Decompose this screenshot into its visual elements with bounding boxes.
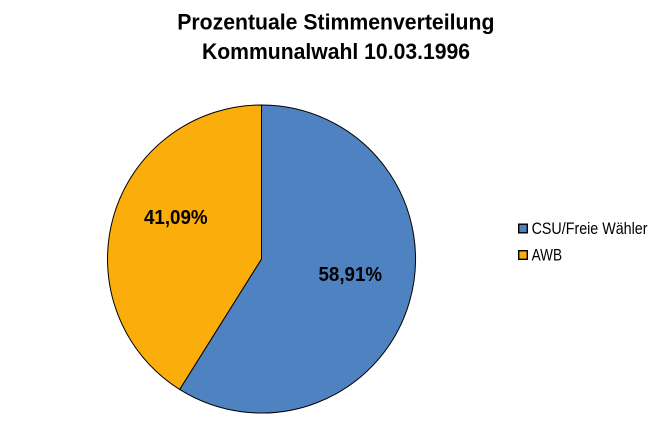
svg-text:41,09%: 41,09%: [144, 206, 208, 229]
svg-text:58,91%: 58,91%: [318, 263, 382, 286]
svg-text:Kommunalwahl 10.03.1996: Kommunalwahl 10.03.1996: [202, 38, 470, 63]
svg-text:Prozentuale Stimmenverteilung: Prozentuale Stimmenverteilung: [177, 9, 494, 34]
svg-text:AWB: AWB: [532, 246, 562, 265]
svg-text:CSU/Freie Wähler: CSU/Freie Wähler: [532, 220, 648, 238]
